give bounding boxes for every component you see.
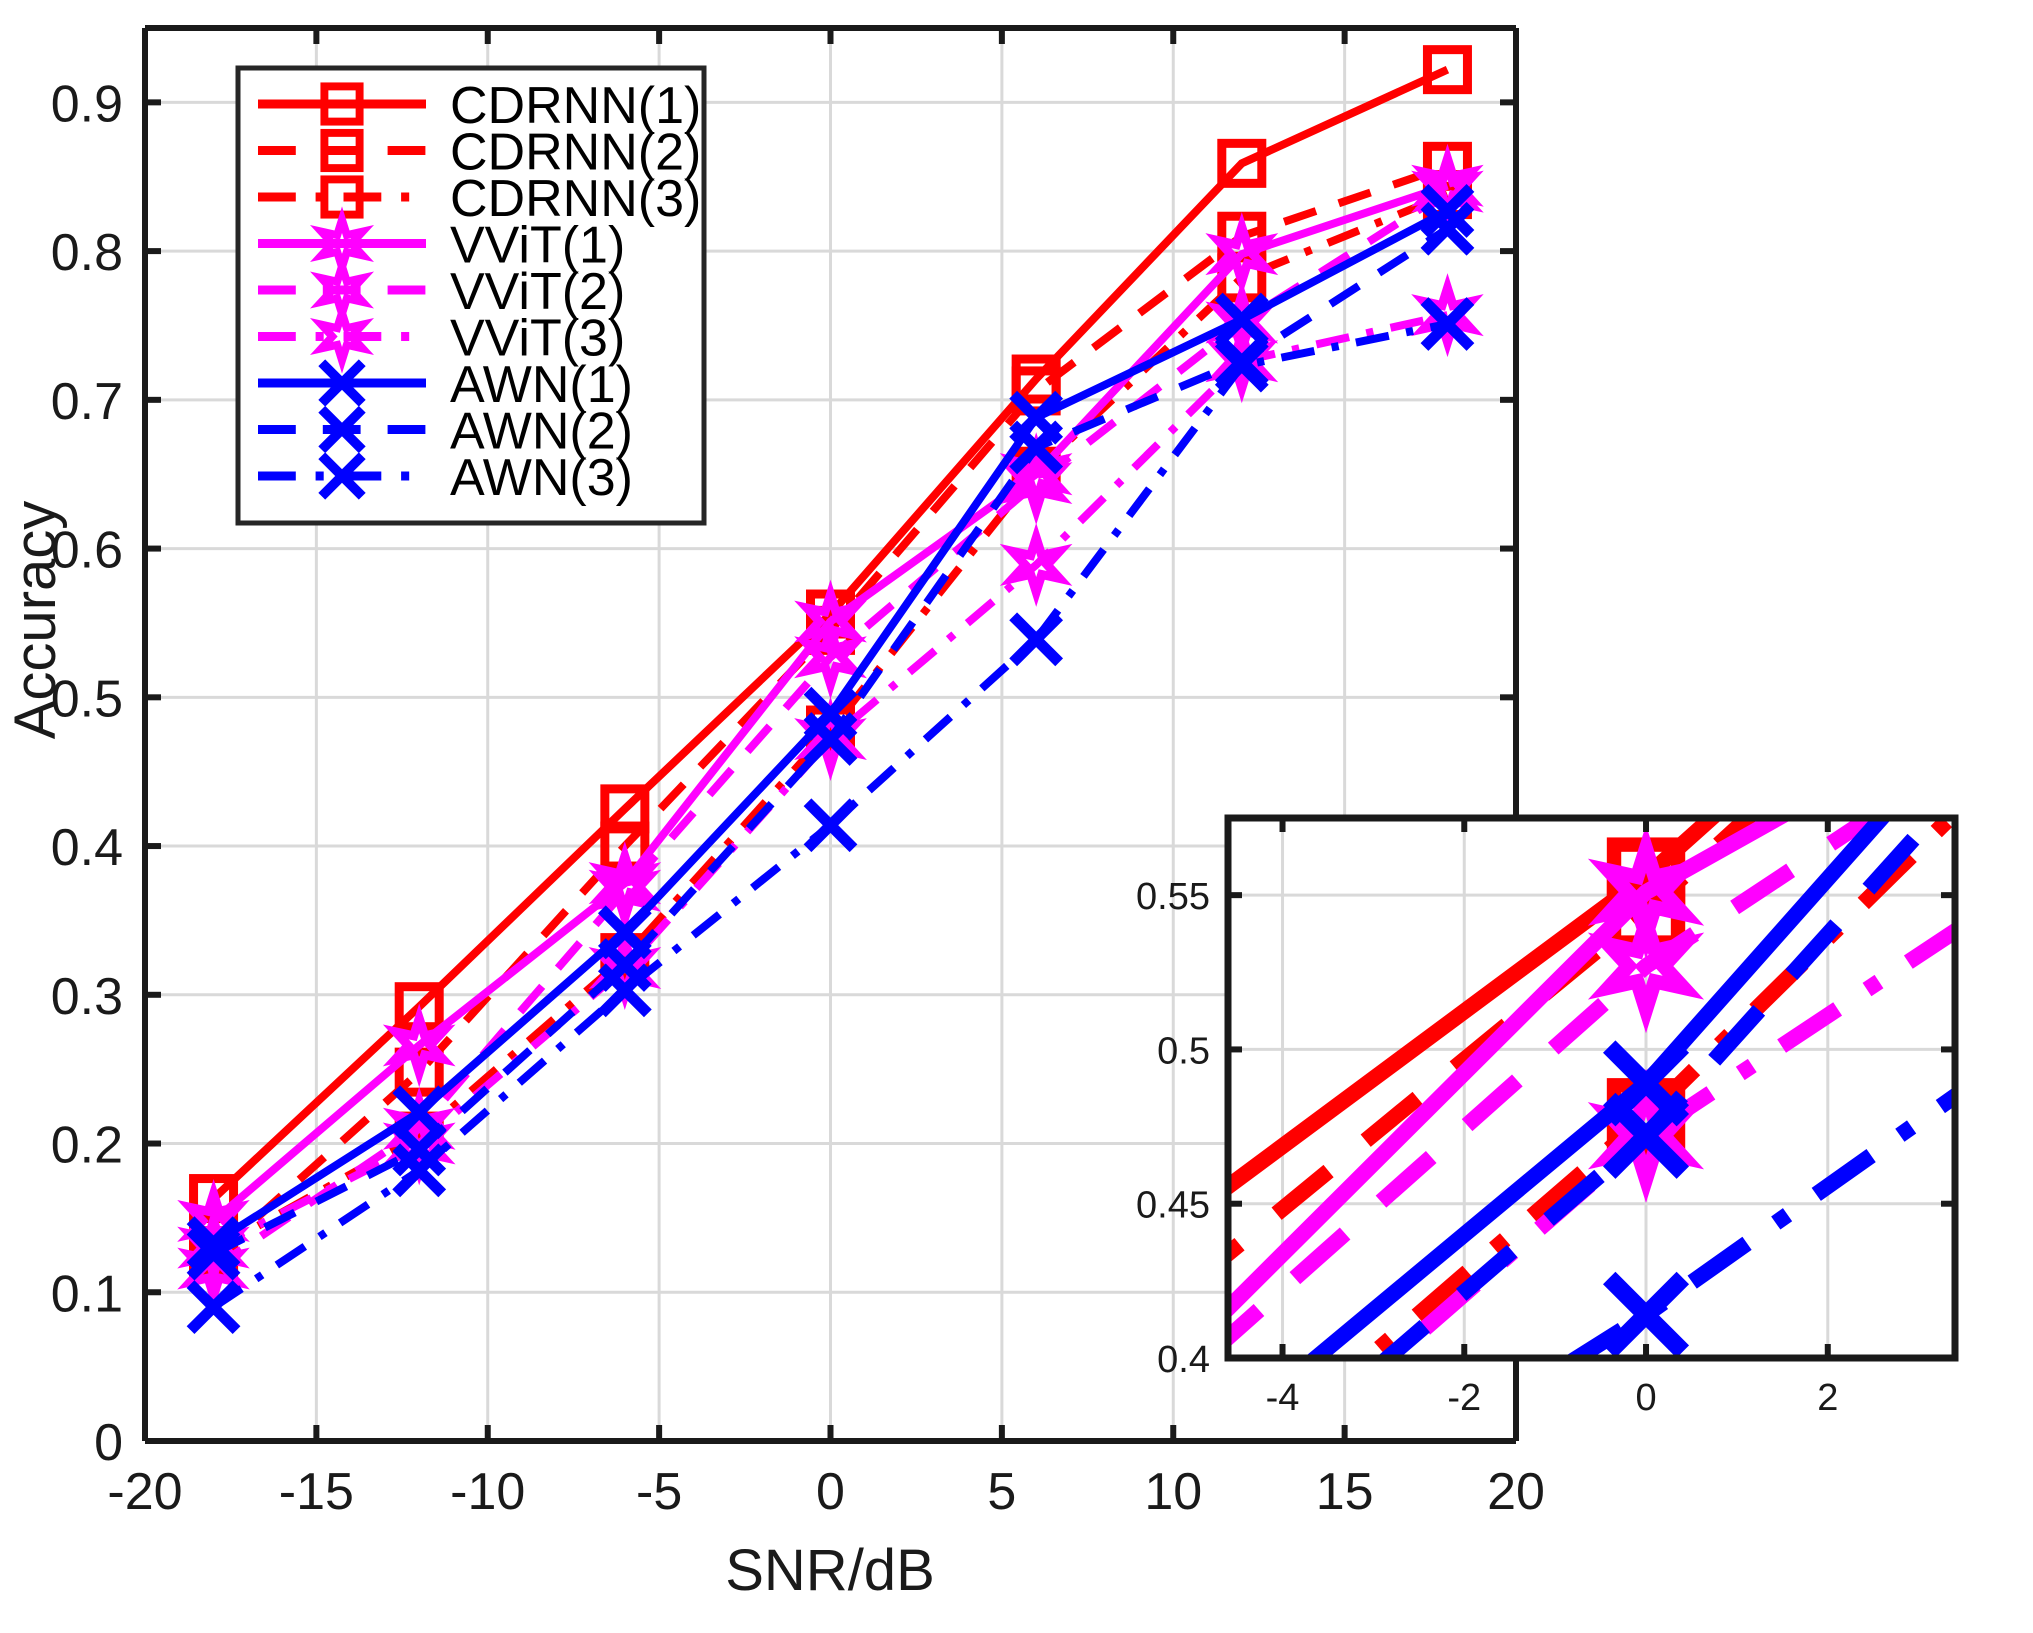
- inset-series-awn3: [1562, 1086, 1955, 1358]
- legend-label: VViT(2): [450, 263, 625, 321]
- y-axis-label: Accuracy: [3, 501, 68, 740]
- y-tick-label: 0.6: [51, 522, 123, 580]
- x-tick-label: 15: [1316, 1463, 1374, 1521]
- y-tick-label: 0.2: [51, 1117, 123, 1175]
- x-tick-label: 10: [1144, 1463, 1202, 1521]
- main-series-group: [177, 45, 1484, 1335]
- y-tick-label: 0.1: [51, 1265, 123, 1323]
- inset-series-vvit2: [1228, 818, 1885, 1349]
- series-awn3: [186, 297, 1475, 1335]
- marker-square: [320, 128, 364, 173]
- y-tick-label: 0.4: [51, 819, 123, 877]
- marker-cross: [1420, 297, 1475, 351]
- legend-item-awn3[interactable]: AWN(3): [258, 449, 633, 507]
- x-tick-label: -20: [107, 1463, 182, 1521]
- y-tick-label: 0: [94, 1414, 123, 1472]
- marker-cross: [318, 359, 366, 407]
- marker-cross: [392, 1122, 447, 1177]
- y-tick-label: 0.8: [51, 224, 123, 282]
- marker-hexstar: [794, 615, 867, 700]
- inset-x-tick-label: 0: [1635, 1377, 1656, 1419]
- legend-label: VViT(3): [450, 310, 625, 368]
- marker-cross: [1009, 612, 1064, 667]
- y-tick-label: 0.3: [51, 968, 123, 1026]
- marker-hexstar: [1587, 898, 1705, 1034]
- legend-label: CDRNN(2): [450, 124, 701, 182]
- marker-cross: [186, 1216, 241, 1271]
- marker-cross: [1009, 420, 1064, 475]
- inset-background: [1228, 818, 1955, 1358]
- marker-cross: [1214, 338, 1269, 393]
- legend-item-awn2[interactable]: AWN(2): [258, 403, 633, 461]
- legend-label: AWN(2): [450, 403, 633, 461]
- marker-cross: [1420, 184, 1475, 238]
- inset-y-tick-label: 0.4: [1157, 1339, 1210, 1381]
- legend: CDRNN(1)CDRNN(2)CDRNN(3)VViT(1)VViT(2)VV…: [235, 65, 707, 526]
- legend-label: CDRNN(1): [450, 77, 701, 135]
- marker-cross: [392, 1143, 447, 1198]
- marker-cross: [1603, 1271, 1690, 1358]
- series-line: [211, 190, 1449, 1255]
- marker-cross: [186, 1280, 241, 1335]
- inset-y-tick-label: 0.45: [1136, 1185, 1210, 1227]
- inset-series-line: [1228, 818, 1795, 1320]
- x-tick-label: -10: [450, 1463, 525, 1521]
- legend-item-cdrnn2[interactable]: CDRNN(2): [258, 124, 701, 182]
- legend-items: CDRNN(1)CDRNN(2)CDRNN(3)VViT(1)VViT(2)VV…: [258, 77, 701, 507]
- inset-series-group: [1228, 818, 1955, 1358]
- marker-hexstar: [794, 697, 867, 782]
- marker-square: [1217, 138, 1267, 188]
- inset-x-tick-label: -2: [1447, 1377, 1481, 1419]
- legend-label: VViT(1): [450, 217, 625, 275]
- legend-item-awn1[interactable]: AWN(1): [258, 356, 633, 414]
- x-tick-label: 20: [1487, 1463, 1545, 1521]
- legend-item-cdrnn1[interactable]: CDRNN(1): [258, 77, 701, 135]
- marker-cross: [803, 712, 858, 766]
- inset-x-tick-label: -4: [1266, 1377, 1300, 1419]
- legend-box: [235, 65, 707, 526]
- marker-hexstar: [999, 522, 1073, 607]
- marker-cross: [1420, 201, 1475, 256]
- legend-item-vvit3[interactable]: VViT(3): [258, 299, 625, 374]
- inset-tick-labels: -4 -2 0 2 0.4 0.45 0.5 0.55: [1136, 876, 1838, 1419]
- x-tick-label: -15: [279, 1463, 354, 1521]
- legend-label: AWN(1): [450, 356, 633, 414]
- marker-square: [320, 82, 364, 126]
- y-tick-label: 0.9: [51, 75, 123, 133]
- marker-cross: [318, 452, 366, 500]
- inset-y-tick-label: 0.55: [1136, 876, 1210, 918]
- marker-cross: [318, 405, 366, 454]
- x-tick-label: 5: [987, 1463, 1016, 1521]
- inset-frame: [1224, 814, 1959, 1362]
- marker-cross: [1603, 1092, 1690, 1179]
- x-axis-label: SNR/dB: [725, 1538, 935, 1603]
- marker-cross: [1214, 292, 1269, 347]
- marker-hexstar: [310, 299, 374, 374]
- y-tick-label: 0.5: [51, 670, 123, 728]
- marker-cross: [186, 1226, 241, 1281]
- main-tick-labels: -20 -15 -10 -5 0 5 10 15 20 0 0.1 0.2 0.3 0.4 0.5 0.6 0.…: [51, 75, 1545, 1521]
- legend-label: CDRNN(3): [450, 170, 701, 228]
- inset-plot: -4 -2 0 2 0.4 0.45 0.5 0.55: [1136, 814, 1959, 1419]
- marker-cross: [803, 798, 858, 853]
- x-tick-label: -5: [636, 1463, 682, 1521]
- x-tick-label: 0: [816, 1463, 845, 1521]
- inset-series-awn2: [1375, 818, 1944, 1358]
- inset-y-tick-label: 0.5: [1157, 1030, 1210, 1072]
- marker-hexstar: [382, 1003, 456, 1088]
- y-tick-label: 0.7: [51, 373, 123, 431]
- inset-x-tick-label: 2: [1817, 1377, 1838, 1419]
- legend-label: AWN(3): [450, 449, 633, 507]
- marker-square: [1422, 45, 1472, 95]
- marker-cross: [597, 963, 652, 1018]
- inset-series-line: [1228, 818, 1885, 1349]
- marker-hexstar: [794, 579, 867, 664]
- marker-hexstar: [588, 848, 662, 933]
